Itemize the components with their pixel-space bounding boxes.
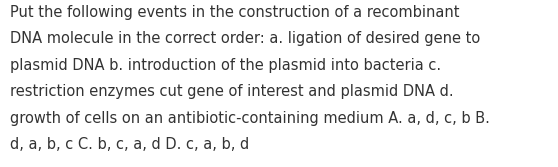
- Text: growth of cells on an antibiotic-containing medium A. a, d, c, b B.: growth of cells on an antibiotic-contain…: [10, 111, 490, 126]
- Text: d, a, b, c C. b, c, a, d D. c, a, b, d: d, a, b, c C. b, c, a, d D. c, a, b, d: [10, 137, 249, 152]
- Text: DNA molecule in the correct order: a. ligation of desired gene to: DNA molecule in the correct order: a. li…: [10, 31, 480, 46]
- Text: restriction enzymes cut gene of interest and plasmid DNA d.: restriction enzymes cut gene of interest…: [10, 84, 454, 99]
- Text: Put the following events in the construction of a recombinant: Put the following events in the construc…: [10, 5, 460, 20]
- Text: plasmid DNA b. introduction of the plasmid into bacteria c.: plasmid DNA b. introduction of the plasm…: [10, 58, 441, 73]
